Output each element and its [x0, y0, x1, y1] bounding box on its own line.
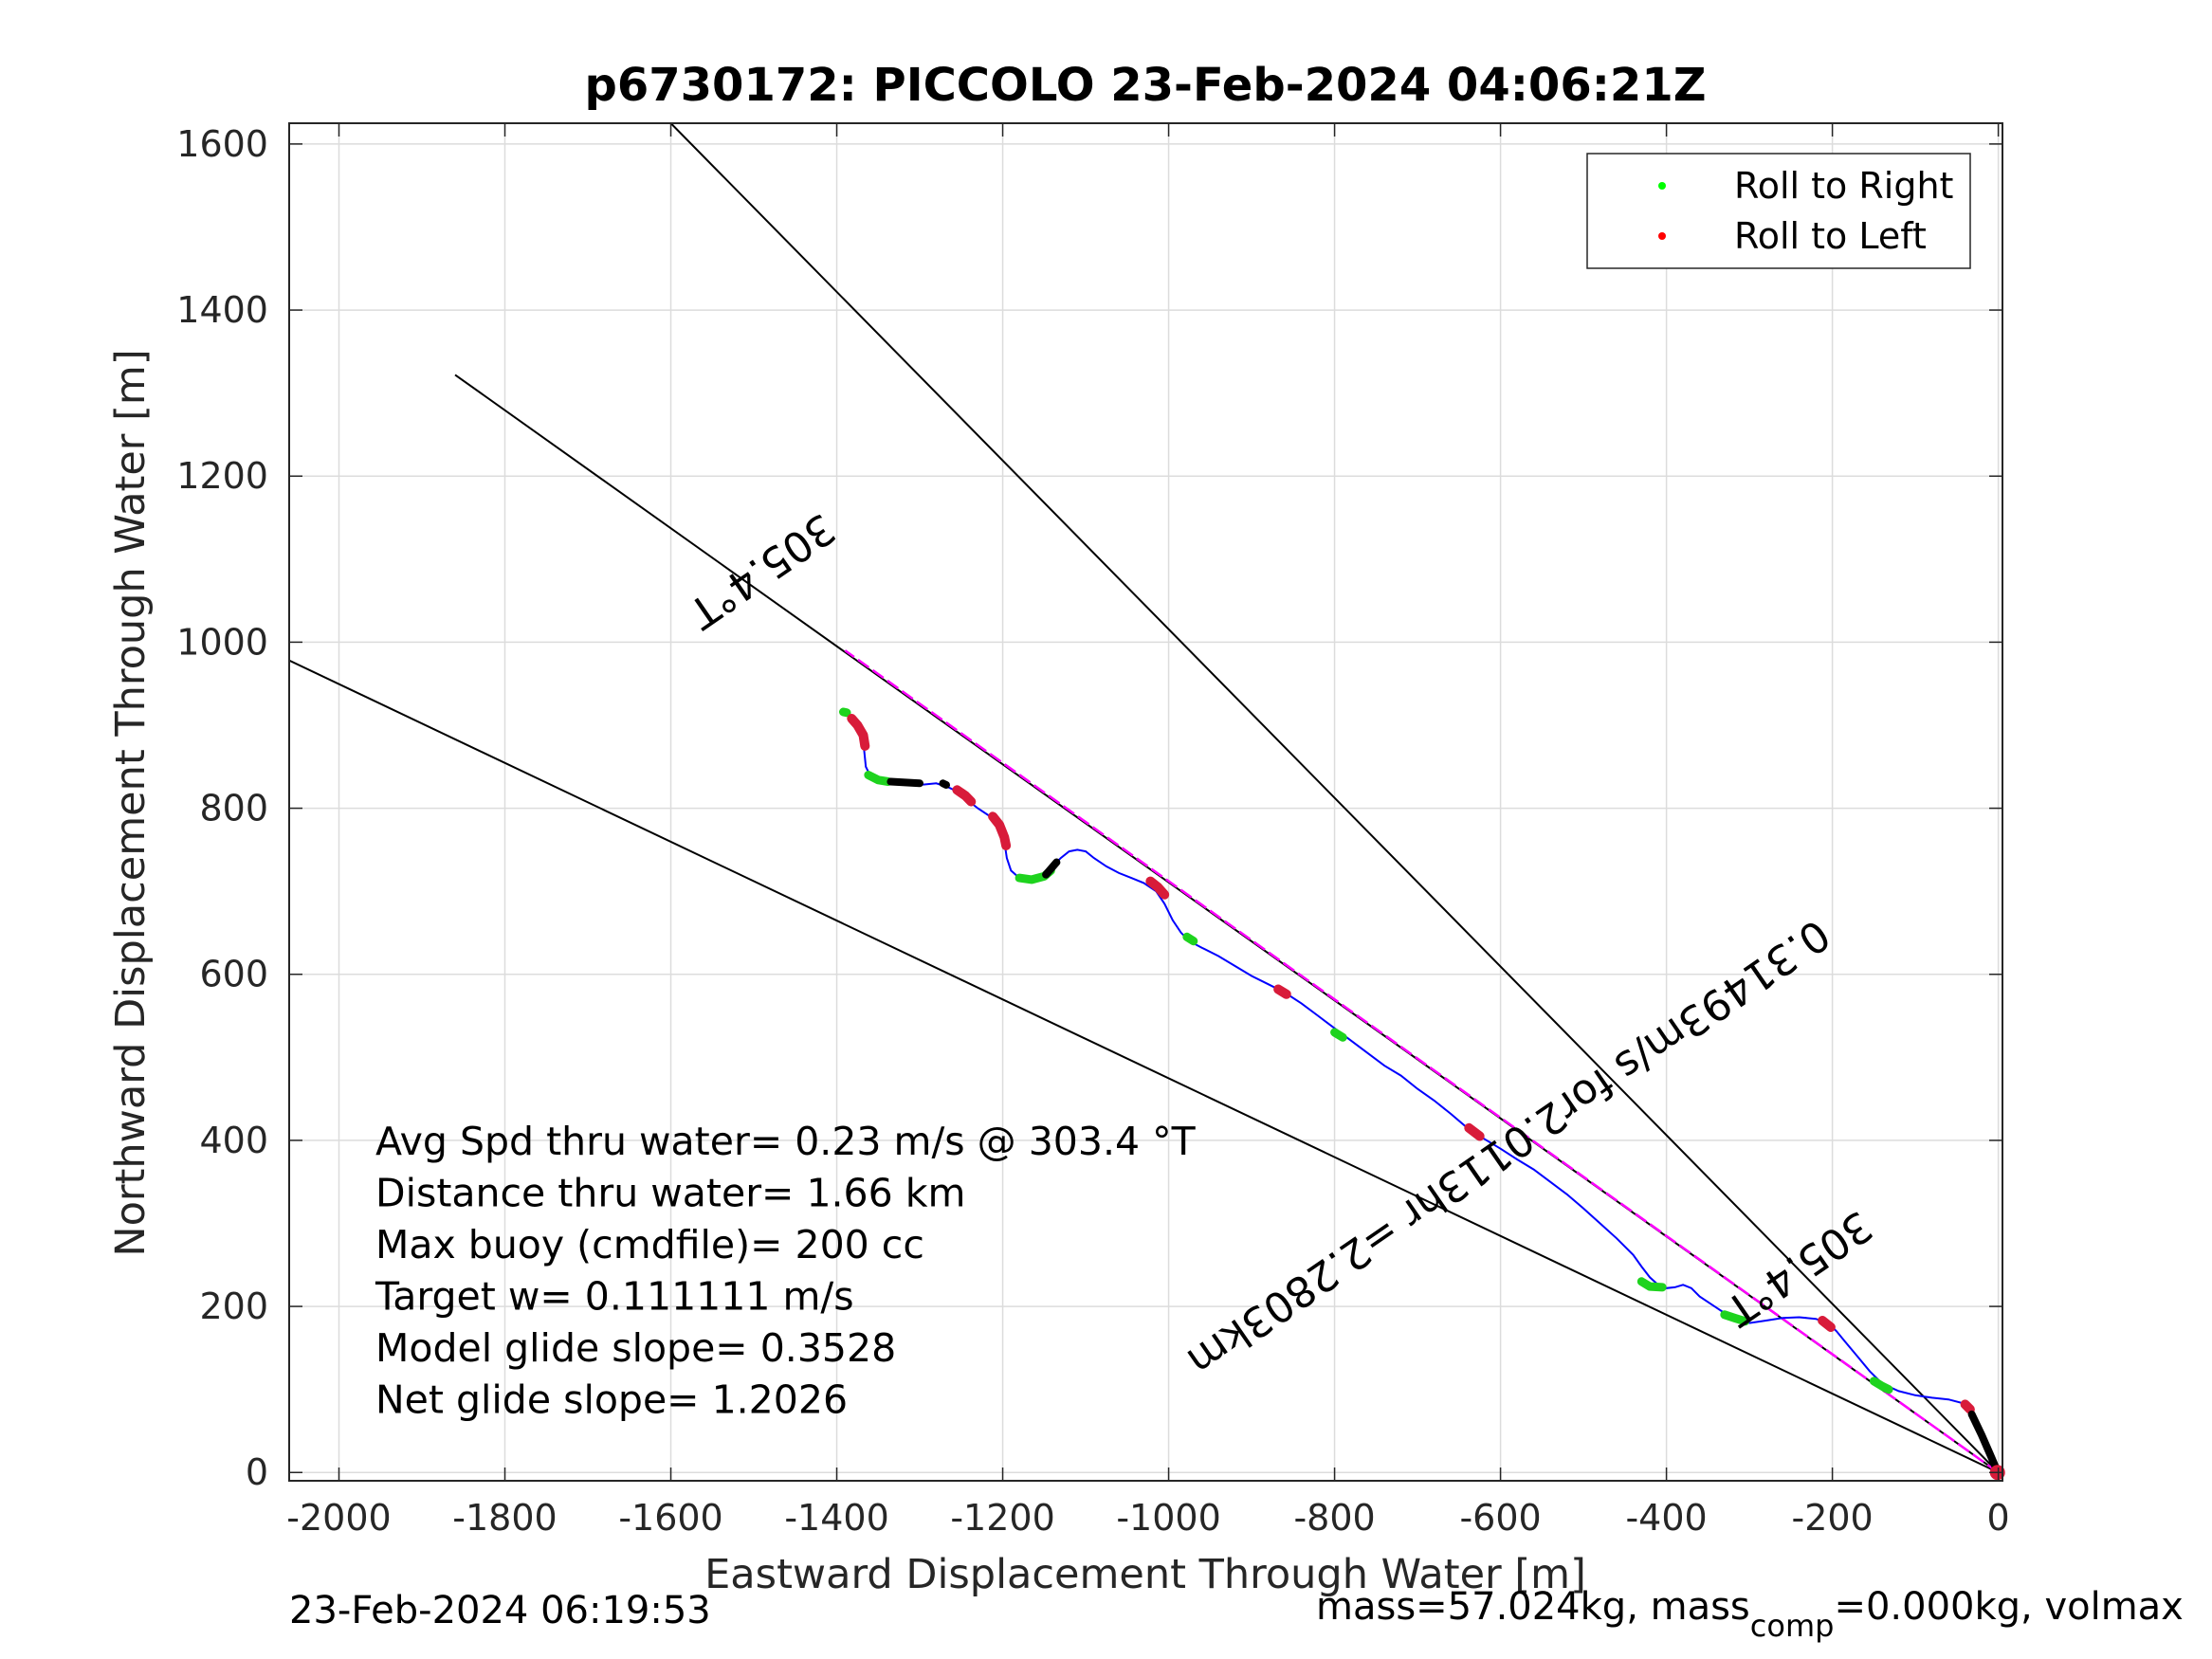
- stats-line: Avg Spd thru water= 0.23 m/s @ 303.4 °T: [375, 1119, 1197, 1164]
- legend: Roll to Right Roll to Left: [1586, 153, 1971, 269]
- roll-left-segment: [1273, 984, 1291, 999]
- roll-right-segment: [1636, 1277, 1667, 1292]
- legend-marker-left: [1658, 232, 1666, 240]
- y-tick-label: 1000: [176, 621, 268, 663]
- legend-label-right: Roll to Right: [1734, 165, 1953, 207]
- y-tick-label: 400: [199, 1120, 268, 1161]
- plot-frame: [288, 122, 2003, 1482]
- roll-left-segment: [1818, 1316, 1836, 1332]
- y-tick-label: 1400: [176, 289, 268, 331]
- y-tick-label: 200: [199, 1285, 268, 1327]
- x-tick-label: -1800: [452, 1497, 557, 1539]
- roll-right-segment: [839, 707, 851, 718]
- y-tick-label: 1600: [176, 123, 268, 165]
- legend-marker-right: [1658, 182, 1666, 190]
- x-tick-label: -400: [1625, 1497, 1707, 1539]
- dive-segment: [939, 779, 950, 789]
- footer-mass-text: mass=57.024kg, mass: [1316, 1585, 1750, 1629]
- roll-left-segment: [1960, 1399, 1975, 1414]
- dive-segment: [887, 777, 923, 788]
- annotation-label: 305.4°T: [1717, 1201, 1881, 1335]
- dive-segment: [1042, 858, 1061, 879]
- roll-markers: [839, 707, 2005, 1481]
- y-tick-label: 1200: [176, 455, 268, 497]
- annotation-label: 305.4°T: [680, 503, 844, 637]
- axes: [288, 122, 2003, 1482]
- roll-left-segment: [988, 811, 1012, 850]
- tick-labels: -2000 -1800 -1600 -1400 -1200 -1000 -800 -600 -4…: [176, 123, 2009, 1539]
- legend-box: [1586, 153, 1971, 269]
- x-tick-label: -1200: [950, 1497, 1054, 1539]
- x-tick-label: -1600: [618, 1497, 722, 1539]
- footer-mass-text2: =0.000kg, volmax: [1834, 1585, 2183, 1629]
- footer-timestamp: 23-Feb-2024 06:19:53: [289, 1589, 711, 1632]
- stats-line: Target w= 0.111111 m/s: [375, 1274, 854, 1320]
- y-tick-label: 800: [199, 788, 268, 830]
- roll-left-segment: [1464, 1122, 1485, 1141]
- roll-left-segment: [1145, 876, 1170, 900]
- roll-right-segment: [1720, 1310, 1750, 1326]
- roll-right-segment: [1869, 1376, 1893, 1395]
- x-tick-label: -600: [1459, 1497, 1541, 1539]
- roll-left-segment: [952, 785, 977, 807]
- x-tick-label: -1400: [784, 1497, 888, 1539]
- x-tick-label: -200: [1791, 1497, 1873, 1539]
- stats-line: Max buoy (cmdfile)= 200 cc: [375, 1222, 924, 1267]
- x-tick-label: -2000: [286, 1497, 391, 1539]
- grid: [289, 123, 2002, 1481]
- stats-line: Net glide slope= 1.2026: [375, 1377, 848, 1423]
- roll-right-segment: [864, 771, 893, 786]
- stats-line: Distance thru water= 1.66 km: [375, 1171, 965, 1216]
- roll-left-segment: [847, 714, 870, 751]
- x-axis-label: Eastward Displacement Through Water [m]: [704, 1551, 1586, 1598]
- x-tick-label: -1000: [1116, 1497, 1220, 1539]
- stats-block: Avg Spd thru water= 0.23 m/s @ 303.4 °T D…: [375, 1119, 1197, 1423]
- reference-line: [289, 659, 2000, 1474]
- footer-mass: mass=57.024kg, masscomp=0.000kg, volmax: [1316, 1585, 2184, 1644]
- y-axis-label: Northward Displacement Through Water [m]: [107, 349, 155, 1256]
- chart-title: p6730172: PICCOLO 23-Feb-2024 04:06:21Z: [584, 59, 1706, 112]
- roll-right-segment: [1182, 932, 1198, 946]
- dive-segment: [1967, 1410, 2000, 1470]
- stats-line: Model glide slope= 0.3528: [375, 1325, 896, 1371]
- roll-right-segment: [1330, 1028, 1347, 1042]
- y-tick-label: 0: [246, 1451, 268, 1493]
- x-tick-label: -800: [1293, 1497, 1375, 1539]
- legend-label-left: Roll to Left: [1734, 215, 1927, 257]
- glider-track-line: [844, 712, 1998, 1471]
- track-group: [844, 712, 1998, 1471]
- reference-line: [669, 123, 2000, 1473]
- footer-mass-sub: comp: [1750, 1608, 1835, 1644]
- y-tick-label: 600: [199, 954, 268, 995]
- reference-lines: [289, 123, 2000, 1474]
- reference-line: [844, 649, 2000, 1474]
- x-tick-label: 0: [1987, 1497, 2010, 1539]
